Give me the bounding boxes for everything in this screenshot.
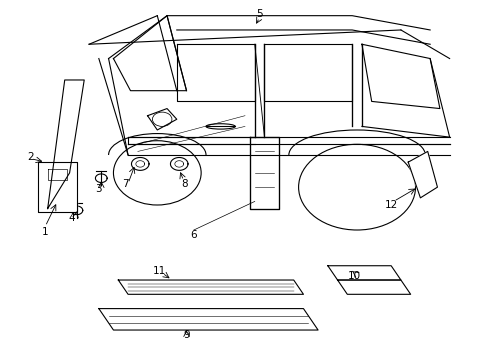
Text: 3: 3 (96, 184, 102, 194)
Polygon shape (118, 280, 303, 294)
Polygon shape (48, 80, 84, 208)
Polygon shape (338, 280, 411, 294)
Text: 9: 9 (183, 330, 190, 341)
Polygon shape (328, 266, 401, 280)
Text: 11: 11 (153, 266, 167, 276)
Text: 6: 6 (191, 230, 197, 240)
Text: 8: 8 (181, 179, 187, 189)
Polygon shape (38, 162, 77, 212)
Text: 7: 7 (122, 179, 129, 189)
Polygon shape (408, 152, 438, 198)
Text: 1: 1 (42, 227, 49, 237)
Text: 5: 5 (256, 9, 263, 19)
Text: 2: 2 (27, 152, 34, 162)
Text: 12: 12 (385, 200, 398, 210)
Text: 4: 4 (69, 212, 75, 222)
Text: 10: 10 (348, 271, 361, 282)
Polygon shape (99, 309, 318, 330)
